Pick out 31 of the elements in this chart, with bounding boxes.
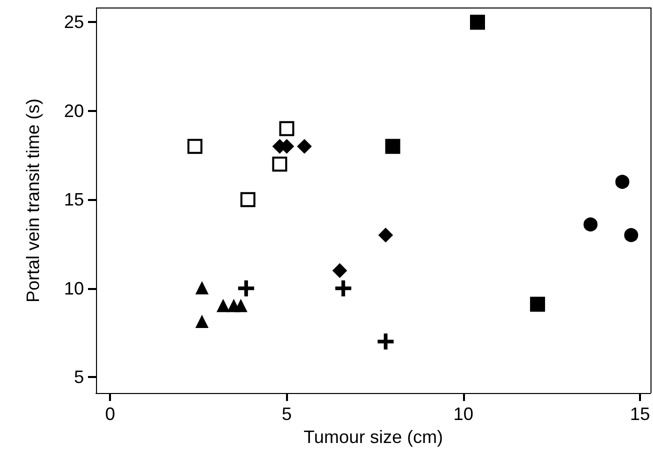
y-tick-label: 25 xyxy=(64,12,84,32)
point xyxy=(234,300,247,312)
point xyxy=(196,316,208,328)
point xyxy=(187,138,202,154)
point xyxy=(584,217,598,232)
point xyxy=(196,282,208,294)
x-tick-label: 0 xyxy=(105,404,116,424)
y-axis-title: Portal vein transit time (s) xyxy=(23,98,43,303)
y-tick-label: 15 xyxy=(64,190,84,210)
x-axis-title: Tumour size (cm) xyxy=(304,426,443,447)
point xyxy=(240,192,256,208)
point xyxy=(385,138,400,154)
point xyxy=(615,174,630,189)
y-tick-label: 5 xyxy=(74,367,84,388)
point xyxy=(272,156,288,172)
x-tick-label: 5 xyxy=(282,404,292,424)
point xyxy=(378,334,394,350)
y-tick-label: 10 xyxy=(64,278,84,298)
point xyxy=(279,121,294,136)
point xyxy=(332,264,347,278)
point xyxy=(530,296,546,312)
point xyxy=(297,139,312,154)
point xyxy=(335,280,352,296)
y-tick-label: 20 xyxy=(64,100,84,121)
point xyxy=(378,228,393,242)
x-tick-label: 15 xyxy=(630,404,650,424)
point xyxy=(238,280,254,296)
point xyxy=(217,300,230,312)
x-tick-label: 10 xyxy=(453,404,474,424)
point xyxy=(470,14,485,30)
point xyxy=(624,228,638,242)
